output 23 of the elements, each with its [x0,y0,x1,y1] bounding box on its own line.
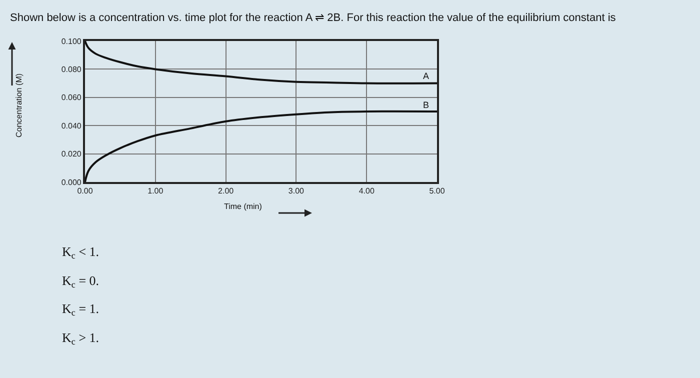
y-tick-label: 0.000 [61,178,82,187]
y-axis-title: Concentration (M) [14,73,24,138]
x-tick-label: 3.00 [288,186,305,196]
y-tick-label: 0.040 [61,121,82,130]
x-tick-label: 4.00 [358,186,375,196]
x-axis-title: Time (min) [224,202,262,211]
x-tick-label: 0.00 [77,186,94,196]
y-tick-label: 0.020 [61,150,82,159]
x-tick-label: 1.00 [148,186,164,196]
x-tick-label: 2.00 [218,186,234,196]
text: K$_{c}$ > 1. [62,330,100,347]
line-series [85,110,437,182]
text: K$_{c}$ < 1. [62,244,100,261]
y-tick-label: 0.100 [61,36,82,46]
line-series [85,41,437,84]
chart-title: Shown below is a concentration vs. time plot for the reaction A ⇌ 2B. For this reaction the value of the equilibrium constant is [10,12,616,24]
y-tick-label: 0.060 [61,93,82,102]
annotation: A [423,71,430,81]
x-tick-label: 5.00 [429,186,446,196]
text: K$_{c}$ = 1. [62,301,100,318]
text: K$_{c}$ = 0. [62,273,100,290]
annotation: B [423,100,430,110]
y-tick-label: 0.080 [61,65,82,74]
